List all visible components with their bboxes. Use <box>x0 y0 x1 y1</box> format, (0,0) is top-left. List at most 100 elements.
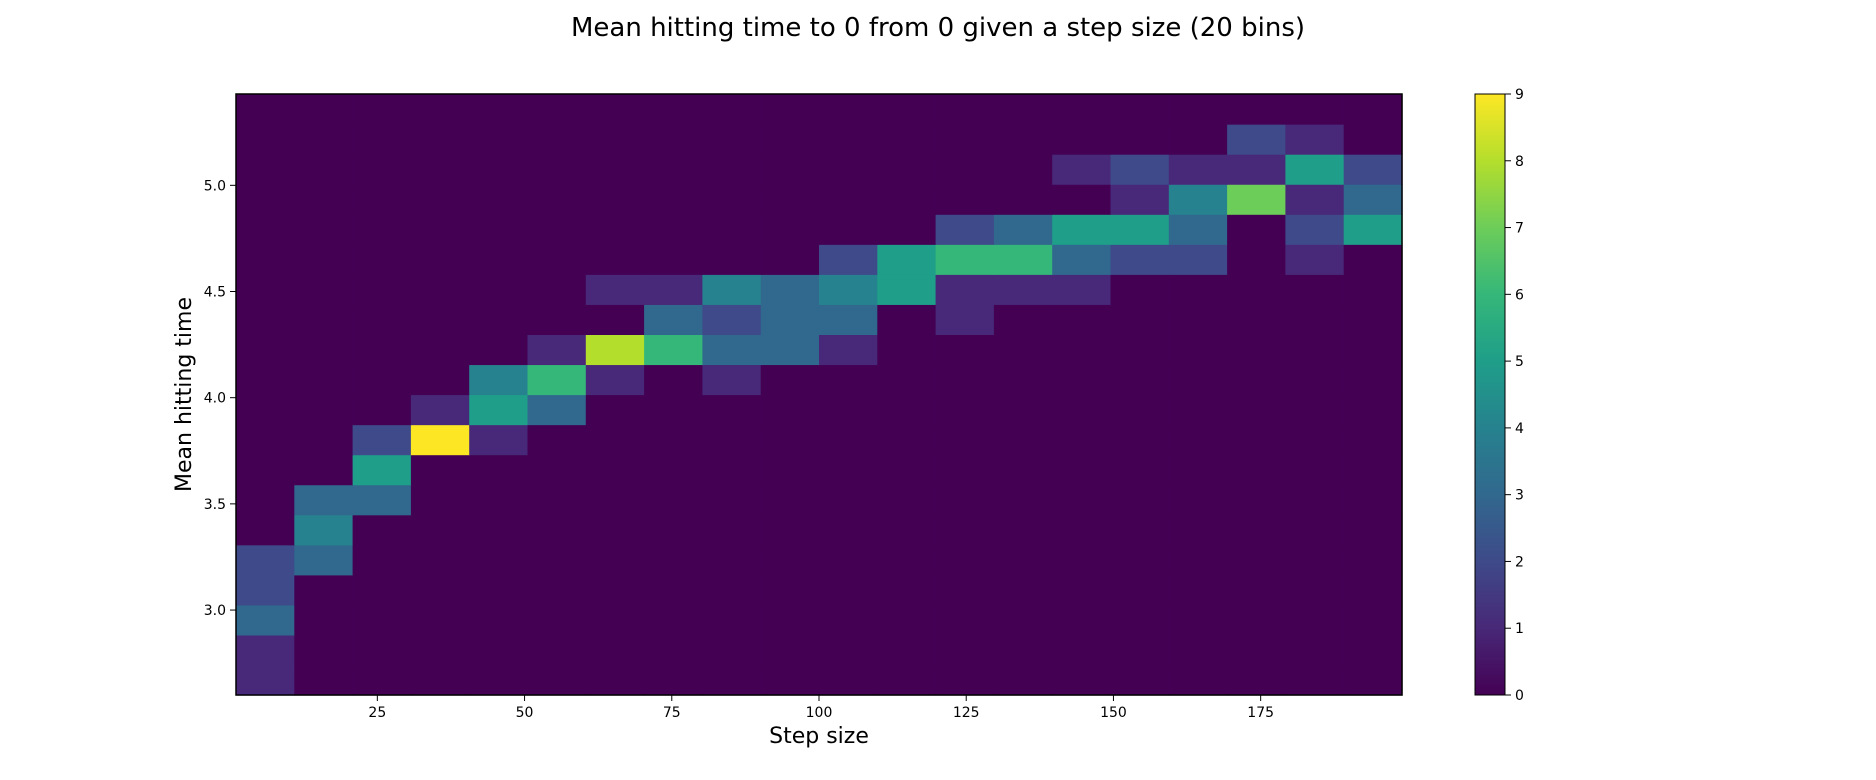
heatmap-cell <box>1285 514 1345 546</box>
heatmap-cell <box>760 484 820 516</box>
heatmap-cell <box>352 604 412 636</box>
heatmap-cell <box>469 604 529 636</box>
heatmap-cell <box>1285 304 1345 335</box>
heatmap-cell <box>1052 604 1112 636</box>
heatmap-cell <box>702 334 762 366</box>
heatmap-cell <box>819 454 878 486</box>
heatmap-cells <box>236 94 1403 696</box>
heatmap-cell <box>1343 574 1403 606</box>
heatmap-cell <box>760 574 820 606</box>
heatmap-cell <box>993 514 1053 546</box>
y-tick-label: 3.5 <box>204 497 226 513</box>
heatmap-cell <box>644 214 703 245</box>
heatmap-cell <box>1052 364 1112 396</box>
heatmap-cell <box>1168 154 1228 185</box>
colorbar-tick-label: 3 <box>1515 488 1524 504</box>
heatmap-cell <box>1227 94 1286 125</box>
heatmap-cell <box>644 454 703 486</box>
colorbar-tick-label: 5 <box>1515 354 1524 370</box>
heatmap-cell <box>294 634 354 666</box>
heatmap-cell <box>644 304 703 335</box>
heatmap-cell <box>644 424 703 456</box>
heatmap-cell <box>294 394 354 426</box>
heatmap-cell <box>819 514 878 546</box>
heatmap-cell <box>1168 124 1228 155</box>
heatmap-cell <box>877 334 937 366</box>
heatmap-cell <box>1110 244 1170 275</box>
y-tick-label: 5.0 <box>204 178 226 194</box>
heatmap-cell <box>935 244 995 275</box>
heatmap-cell <box>1168 214 1228 245</box>
heatmap-cell <box>352 634 412 666</box>
heatmap-cell <box>877 304 937 335</box>
heatmap-cell <box>527 574 587 606</box>
heatmap-cell <box>1168 94 1228 125</box>
heatmap-cell <box>819 634 878 666</box>
heatmap-cell <box>1285 484 1345 516</box>
colorbar-ticks: 0 1 2 3 4 5 6 7 8 9 <box>1505 87 1524 704</box>
heatmap-cell <box>527 514 587 546</box>
heatmap-cell <box>410 424 470 456</box>
heatmap-cell <box>760 244 820 275</box>
heatmap-cell <box>469 184 529 215</box>
x-axis-label: Step size <box>769 724 869 749</box>
heatmap-cell <box>527 244 587 275</box>
heatmap-cell <box>236 274 295 305</box>
heatmap-cell <box>819 244 878 275</box>
heatmap-cell <box>1168 274 1228 305</box>
heatmap-cell <box>1110 394 1170 426</box>
heatmap-cell <box>410 334 470 366</box>
heatmap-cell <box>1052 424 1112 456</box>
heatmap-cell <box>1343 274 1403 305</box>
heatmap-cell <box>1343 94 1403 125</box>
heatmap-cell <box>527 304 587 335</box>
heatmap-cell <box>1168 394 1228 426</box>
heatmap-cell <box>760 304 820 335</box>
heatmap-cell <box>702 604 762 636</box>
heatmap-cell <box>1343 484 1403 516</box>
heatmap-cell <box>352 334 412 366</box>
heatmap-cell <box>469 544 529 576</box>
heatmap-cell <box>644 244 703 275</box>
heatmap-cell <box>527 124 587 155</box>
colorbar-tick-label: 6 <box>1515 287 1524 303</box>
heatmap-cell <box>702 634 762 666</box>
heatmap-cell <box>1227 394 1286 426</box>
heatmap-cell <box>527 544 587 576</box>
heatmap-cell <box>1343 514 1403 546</box>
heatmap-cell <box>527 424 587 456</box>
heatmap-cell <box>644 124 703 155</box>
heatmap-cell <box>1168 424 1228 456</box>
heatmap-cell <box>877 154 937 185</box>
heatmap-cell <box>702 94 762 125</box>
heatmap-cell <box>993 574 1053 606</box>
heatmap-cell <box>993 124 1053 155</box>
heatmap-cell <box>236 184 295 215</box>
heatmap-cell <box>527 394 587 426</box>
heatmap-cell <box>1343 604 1403 636</box>
heatmap-cell <box>1052 334 1112 366</box>
heatmap-cell <box>1168 604 1228 636</box>
heatmap-cell <box>294 334 354 366</box>
heatmap-cell <box>585 394 645 426</box>
heatmap-cell <box>352 574 412 606</box>
heatmap-cell <box>819 364 878 396</box>
heatmap-cell <box>1227 484 1286 516</box>
heatmap-cell <box>993 424 1053 456</box>
heatmap-cell <box>1227 304 1286 335</box>
y-tick-label: 4.5 <box>204 285 226 301</box>
heatmap-cell <box>644 274 703 305</box>
heatmap-cell <box>935 214 995 245</box>
heatmap-cell <box>993 484 1053 516</box>
heatmap-cell <box>819 274 878 305</box>
heatmap-cell <box>702 424 762 456</box>
heatmap-cell <box>1110 334 1170 366</box>
heatmap-cell <box>469 454 529 486</box>
heatmap-cell <box>469 334 529 366</box>
heatmap-cell <box>877 364 937 396</box>
colorbar <box>1474 93 1506 696</box>
heatmap-cell <box>702 184 762 215</box>
heatmap-cell <box>1343 124 1403 155</box>
heatmap-cell <box>1168 484 1228 516</box>
heatmap-cell <box>760 424 820 456</box>
